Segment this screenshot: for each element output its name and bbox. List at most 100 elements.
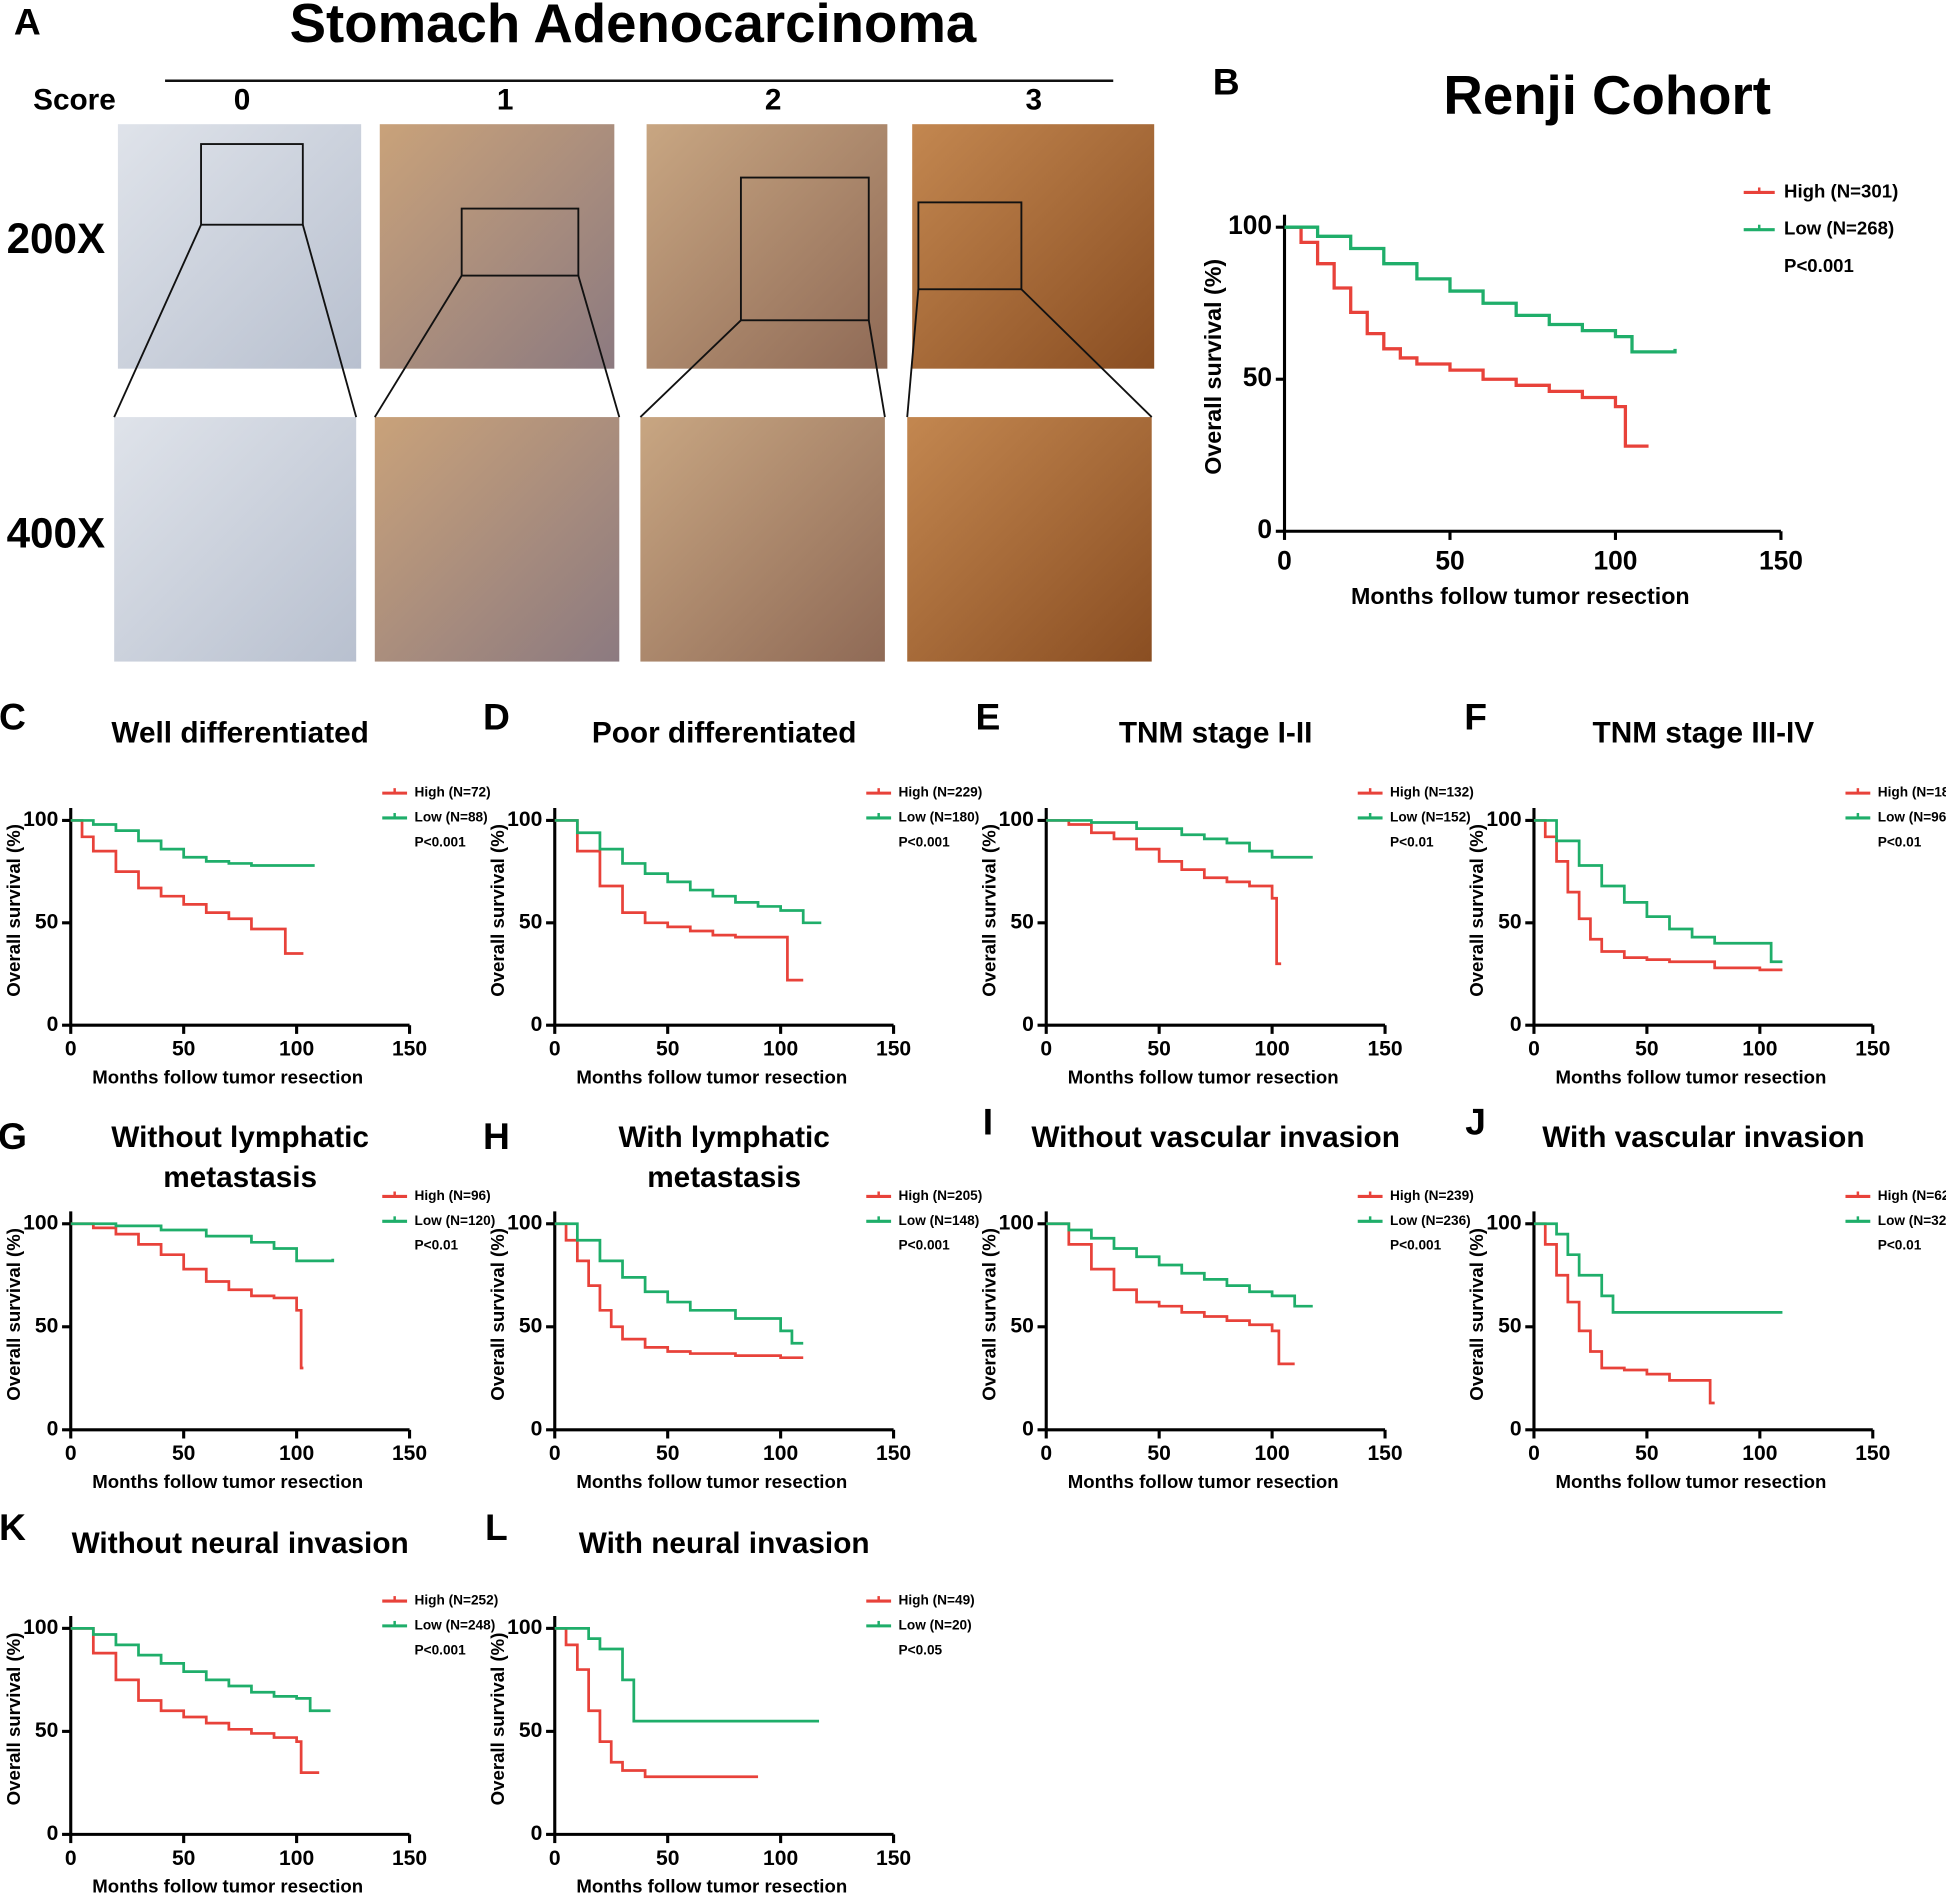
legend-label: High (N=239) bbox=[1390, 1188, 1474, 1203]
chart-title: With lymphatic bbox=[618, 1121, 829, 1154]
legend-label: High (N=132) bbox=[1390, 785, 1474, 800]
chart-title: With neural invasion bbox=[579, 1527, 870, 1560]
survival-curve bbox=[1046, 819, 1313, 859]
legend-label: Low (N=88) bbox=[415, 810, 488, 825]
panel-title: Stomach Adenocarcinoma bbox=[290, 0, 977, 54]
y-tick-label: 100 bbox=[1486, 1211, 1521, 1234]
legend-label: High (N=189) bbox=[1878, 785, 1946, 800]
chart-title: Well differentiated bbox=[111, 717, 368, 750]
panel-label: G bbox=[0, 1115, 27, 1157]
chart-title: TNM stage I-II bbox=[1119, 717, 1313, 750]
magnification: 200X bbox=[7, 215, 106, 262]
x-axis-label: Months follow tumor resection bbox=[1068, 1066, 1339, 1087]
y-tick-label: 100 bbox=[507, 1616, 542, 1639]
y-tick-label: 100 bbox=[999, 1211, 1034, 1234]
legend-label: Low (N=32) bbox=[1878, 1213, 1946, 1228]
p-value: P<0.001 bbox=[1784, 255, 1854, 276]
y-tick-label: 50 bbox=[519, 910, 542, 933]
survival-curve bbox=[1533, 1222, 1783, 1314]
x-axis-label: Months follow tumor resection bbox=[1556, 1471, 1827, 1492]
y-axis-label: Overall survival (%) bbox=[1466, 1228, 1487, 1401]
legend-label: High (N=72) bbox=[415, 785, 491, 800]
chart-title: metastasis bbox=[163, 1161, 317, 1194]
y-tick-label: 0 bbox=[47, 1822, 59, 1845]
survival-curve bbox=[1533, 819, 1783, 972]
x-tick-label: 100 bbox=[279, 1442, 314, 1465]
p-value: P<0.001 bbox=[415, 834, 467, 849]
legend-label: Low (N=236) bbox=[1390, 1213, 1471, 1228]
p-value: P<0.01 bbox=[1390, 834, 1434, 849]
panel-label: C bbox=[0, 696, 26, 738]
x-axis-label: Months follow tumor resection bbox=[1556, 1066, 1827, 1087]
x-tick-label: 50 bbox=[172, 1038, 195, 1061]
x-tick-label: 100 bbox=[763, 1847, 798, 1870]
survival-curve bbox=[70, 1627, 331, 1713]
y-tick-label: 50 bbox=[1498, 1314, 1521, 1337]
legend-label: High (N=62) bbox=[1878, 1188, 1946, 1203]
x-tick-label: 100 bbox=[763, 1038, 798, 1061]
legend-label: Low (N=20) bbox=[899, 1617, 972, 1632]
legend-label: Low (N=268) bbox=[1784, 218, 1894, 239]
survival-curve bbox=[70, 1222, 304, 1370]
x-tick-label: 100 bbox=[1742, 1442, 1777, 1465]
panel-label: D bbox=[483, 696, 510, 738]
panel-label: J bbox=[1465, 1100, 1486, 1142]
score-label: Score bbox=[33, 84, 116, 117]
panel-label: E bbox=[975, 696, 1000, 738]
x-tick-label: 150 bbox=[392, 1038, 427, 1061]
x-tick-label: 150 bbox=[876, 1442, 911, 1465]
y-tick-label: 0 bbox=[531, 1013, 543, 1036]
p-value: P<0.001 bbox=[899, 1238, 951, 1253]
legend-label: Low (N=96) bbox=[1878, 810, 1946, 825]
y-tick-label: 50 bbox=[1243, 362, 1272, 392]
y-tick-label: 100 bbox=[23, 808, 58, 831]
chart-title: With vascular invasion bbox=[1542, 1121, 1864, 1154]
x-tick-label: 150 bbox=[1855, 1038, 1890, 1061]
legend-label: High (N=229) bbox=[899, 785, 983, 800]
panel-label: K bbox=[0, 1506, 26, 1548]
y-tick-label: 100 bbox=[999, 808, 1034, 831]
chart-title: Without neural invasion bbox=[72, 1527, 409, 1560]
score: 1 bbox=[497, 84, 514, 117]
survival-curve bbox=[554, 819, 822, 925]
legend-label: High (N=96) bbox=[415, 1188, 491, 1203]
survival-curve bbox=[70, 819, 315, 867]
x-tick-label: 150 bbox=[876, 1038, 911, 1061]
p-value: P<0.001 bbox=[1390, 1238, 1442, 1253]
x-tick-label: 50 bbox=[656, 1038, 679, 1061]
p-value: P<0.01 bbox=[1878, 834, 1922, 849]
panel-label: B bbox=[1213, 60, 1240, 102]
survival-curve bbox=[1533, 819, 1783, 964]
x-tick-label: 150 bbox=[876, 1847, 911, 1870]
y-tick-label: 0 bbox=[1510, 1013, 1522, 1036]
panel-label: I bbox=[983, 1100, 993, 1142]
chart-title: Renji Cohort bbox=[1443, 65, 1771, 126]
x-tick-label: 100 bbox=[1593, 545, 1637, 575]
x-tick-label: 150 bbox=[1759, 545, 1803, 575]
x-tick-label: 100 bbox=[1255, 1442, 1290, 1465]
score: 3 bbox=[1026, 84, 1043, 117]
y-tick-label: 0 bbox=[1022, 1013, 1034, 1036]
x-axis-label: Months follow tumor resection bbox=[1068, 1471, 1339, 1492]
y-tick-label: 50 bbox=[1010, 1314, 1033, 1337]
survival-curve bbox=[70, 1627, 320, 1774]
p-value: P<0.001 bbox=[415, 1642, 467, 1657]
y-tick-label: 100 bbox=[1486, 808, 1521, 831]
x-tick-label: 50 bbox=[1635, 1038, 1658, 1061]
survival-curve bbox=[554, 1627, 820, 1723]
y-axis-label: Overall survival (%) bbox=[1466, 824, 1487, 997]
y-axis-label: Overall survival (%) bbox=[978, 824, 999, 997]
chart-title: metastasis bbox=[647, 1161, 801, 1194]
x-tick-label: 0 bbox=[549, 1442, 561, 1465]
legend-label: Low (N=152) bbox=[1390, 810, 1471, 825]
survival-curve bbox=[70, 819, 304, 955]
legend-label: High (N=252) bbox=[415, 1593, 499, 1608]
y-axis-label: Overall survival (%) bbox=[487, 824, 508, 997]
y-tick-label: 100 bbox=[507, 1211, 542, 1234]
x-tick-label: 0 bbox=[549, 1847, 561, 1870]
x-tick-label: 50 bbox=[1435, 545, 1464, 575]
x-tick-label: 50 bbox=[1147, 1038, 1170, 1061]
panel-a-images bbox=[113, 79, 1155, 662]
y-tick-label: 100 bbox=[23, 1616, 58, 1639]
